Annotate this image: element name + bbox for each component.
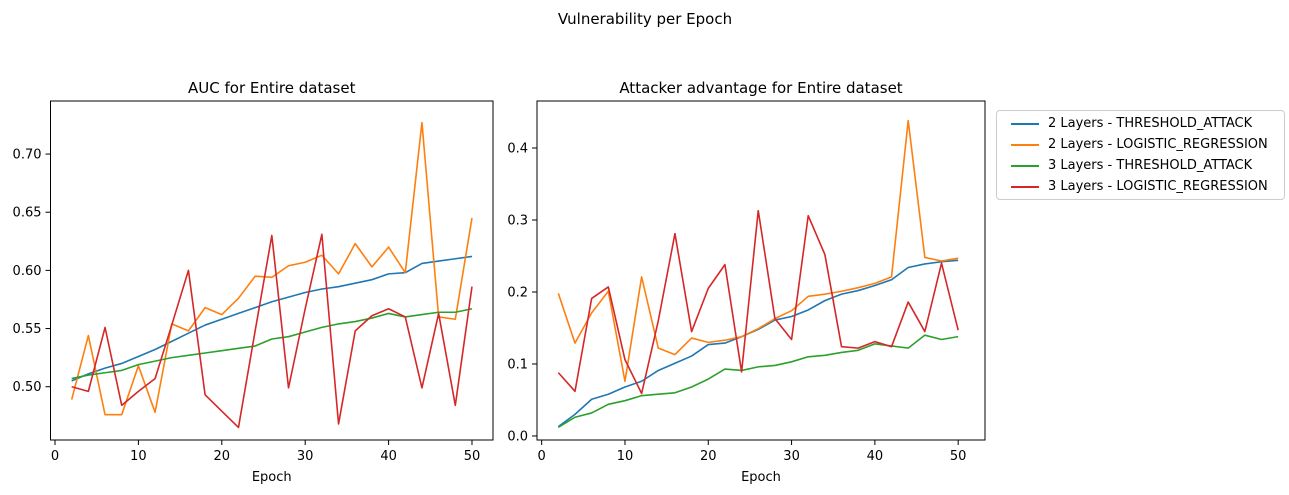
legend-label: 3 Layers - LOGISTIC_REGRESSION (1048, 178, 1268, 194)
y-tick-label: 0.0 (507, 429, 528, 444)
x-tick-label: 0 (538, 449, 546, 464)
legend-entry: 2 Layers - LOGISTIC_REGRESSION (997, 136, 1284, 152)
x-tick-label: 10 (617, 449, 634, 464)
series-line-3 (71, 233, 473, 429)
axes-title: Attacker advantage for Entire dataset (619, 79, 902, 97)
series-line-1 (557, 119, 959, 383)
y-tick-label: 0.3 (507, 213, 528, 228)
legend-line-icon (1011, 122, 1039, 125)
x-tick-label: 40 (867, 449, 884, 464)
axes-1: 0 10 20 30 40 50 0.0 0.1 0.2 0.3 0.4 Attacker advan… (507, 79, 986, 485)
axes-title: AUC for Entire dataset (188, 79, 356, 97)
x-tick-label: 50 (464, 449, 481, 464)
axes-frame (536, 100, 986, 441)
x-tick-label: 50 (950, 449, 967, 464)
legend-line-icon (1011, 164, 1039, 167)
legend-line-icon (1011, 143, 1039, 146)
x-tick-label: 30 (783, 449, 800, 464)
x-tick-label: 10 (130, 449, 147, 464)
series-line-3 (557, 209, 959, 395)
legend-label: 2 Layers - LOGISTIC_REGRESSION (1048, 136, 1268, 152)
y-tick-label: 0.55 (13, 322, 42, 337)
y-tick-label: 0.2 (507, 285, 528, 300)
series-line-1 (70, 121, 473, 416)
legend-box: 2 Layers - THRESHOLD_ATTACK 2 Layers - LO… (996, 110, 1285, 200)
axes-frame (50, 100, 494, 441)
legend-label: 3 Layers - THRESHOLD_ATTACK (1048, 157, 1253, 173)
legend-entry: 3 Layers - THRESHOLD_ATTACK (997, 157, 1284, 173)
y-tick-label: 0.70 (13, 148, 42, 163)
legend-entry: 3 Layers - LOGISTIC_REGRESSION (997, 178, 1284, 194)
y-tick-label: 0.60 (13, 264, 42, 279)
axes-0: 0 10 20 30 40 50 0.50 0.55 0.60 0.65 0.70 AUC for E… (13, 79, 494, 485)
figure-suptitle: Vulnerability per Epoch (557, 10, 733, 28)
x-axis-label: Epoch (741, 470, 781, 485)
x-tick-label: 30 (297, 449, 314, 464)
y-tick-label: 0.65 (13, 206, 42, 221)
legend-entry: 2 Layers - THRESHOLD_ATTACK (997, 115, 1284, 131)
series-line-0 (71, 255, 473, 382)
x-tick-label: 20 (214, 449, 231, 464)
x-tick-label: 0 (51, 449, 59, 464)
y-tick-label: 0.4 (507, 142, 528, 157)
legend-label: 2 Layers - THRESHOLD_ATTACK (1048, 115, 1253, 131)
y-tick-label: 0.50 (13, 380, 42, 395)
y-tick-label: 0.1 (507, 357, 528, 372)
legend-line-icon (1011, 185, 1039, 188)
x-tick-label: 40 (380, 449, 397, 464)
x-axis-label: Epoch (252, 470, 292, 485)
x-tick-label: 20 (700, 449, 717, 464)
